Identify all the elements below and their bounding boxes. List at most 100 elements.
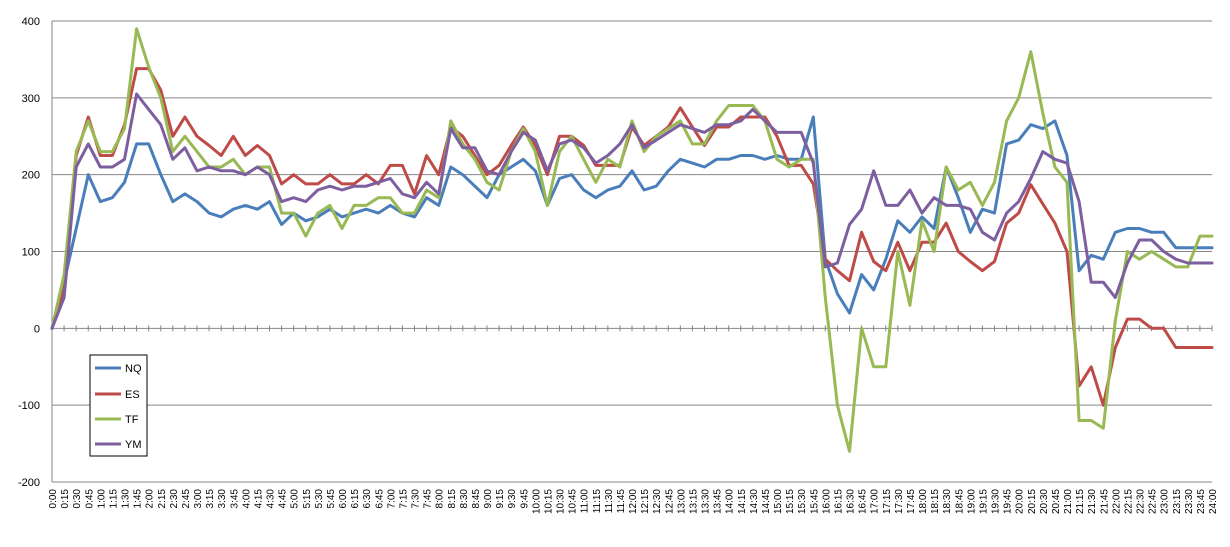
- x-tick-label: 23:30: [1184, 489, 1195, 514]
- x-tick-label: 17:30: [894, 489, 905, 514]
- series-line-nq: [50, 115, 1214, 330]
- x-tick-label: 19:45: [1003, 489, 1014, 514]
- x-tick-label: 0:15: [60, 489, 71, 509]
- x-tick-label: 12:45: [664, 489, 675, 514]
- x-tick-label: 6:30: [362, 489, 373, 509]
- x-tick-label: 2:15: [157, 489, 168, 509]
- x-tick-label: 22:15: [1123, 489, 1134, 514]
- x-tick-label: 18:30: [942, 489, 953, 514]
- x-tick-label: 17:00: [870, 489, 881, 514]
- x-tick-label: 6:45: [374, 489, 385, 509]
- y-tick-label: 300: [22, 93, 40, 105]
- x-tick-label: 10:30: [556, 489, 567, 514]
- legend: NQ ES TF YM: [89, 354, 148, 457]
- y-tick-label: 400: [22, 16, 40, 28]
- y-tick-label: 200: [22, 170, 40, 182]
- x-tick-label: 23:15: [1172, 489, 1183, 514]
- x-tick-label: 4:45: [278, 489, 289, 509]
- x-tick-label: 9:45: [519, 489, 530, 509]
- x-tick-label: 22:00: [1111, 489, 1122, 514]
- x-tick-label: 3:30: [217, 489, 228, 509]
- x-tick-label: 13:15: [688, 489, 699, 514]
- x-tick-label: 16:45: [858, 489, 869, 514]
- x-tick-label: 9:30: [507, 489, 518, 509]
- legend-label-tf: TF: [125, 414, 139, 426]
- x-tick-label: 14:00: [725, 489, 736, 514]
- x-tick-label: 0:30: [72, 489, 83, 509]
- x-tick-label: 17:45: [906, 489, 917, 514]
- y-tick-label: 100: [22, 247, 40, 259]
- x-tick-label: 24:00: [1208, 489, 1219, 514]
- x-tick-label: 23:45: [1196, 489, 1207, 514]
- legend-box: [89, 354, 148, 457]
- x-tick-label: 16:00: [821, 489, 832, 514]
- x-tick-label: 13:00: [676, 489, 687, 514]
- x-tick-label: 22:45: [1148, 489, 1159, 514]
- x-tick-label: 8:30: [459, 489, 470, 509]
- x-tick-label: 15:45: [809, 489, 820, 514]
- x-tick-label: 9:00: [483, 489, 494, 509]
- x-tick-label: 21:15: [1075, 489, 1086, 514]
- legend-label-ym: YM: [125, 439, 142, 451]
- x-tick-label: 21:30: [1087, 489, 1098, 514]
- x-tick-label: 15:00: [773, 489, 784, 514]
- x-tick-label: 19:30: [991, 489, 1002, 514]
- x-tick-label: 2:30: [169, 489, 180, 509]
- x-tick-label: 3:00: [193, 489, 204, 509]
- x-tick-label: 1:30: [121, 489, 132, 509]
- x-tick-label: 8:00: [435, 489, 446, 509]
- y-tick-label: 0: [34, 323, 40, 335]
- x-tick-label: 5:45: [326, 489, 337, 509]
- x-tick-label: 9:15: [495, 489, 506, 509]
- x-tick-label: 20:45: [1051, 489, 1062, 514]
- x-tick-label: 11:15: [592, 489, 603, 514]
- x-tick-label: 10:15: [543, 489, 554, 514]
- x-tick-label: 6:00: [338, 489, 349, 509]
- x-tick-label: 8:45: [471, 489, 482, 509]
- x-tick-label: 5:00: [290, 489, 301, 509]
- y-tick-label: -200: [18, 477, 40, 489]
- x-tick-label: 15:30: [797, 489, 808, 514]
- x-tick-label: 1:15: [108, 489, 119, 509]
- x-tick-label: 13:45: [713, 489, 724, 514]
- x-tick-label: 21:45: [1099, 489, 1110, 514]
- x-tick-label: 20:00: [1015, 489, 1026, 514]
- x-tick-label: 23:00: [1160, 489, 1171, 514]
- x-tick-label: 3:15: [205, 489, 216, 509]
- x-tick-label: 11:45: [616, 489, 627, 514]
- x-tick-label: 19:15: [978, 489, 989, 514]
- x-tick-label: 17:15: [882, 489, 893, 514]
- x-tick-label: 4:30: [266, 489, 277, 509]
- x-tick-label: 11:30: [604, 489, 615, 514]
- x-tick-label: 7:15: [398, 489, 409, 509]
- x-tick-label: 7:00: [386, 489, 397, 509]
- x-tick-label: 2:00: [145, 489, 156, 509]
- y-axis-tick-labels: -200 -100 0 100 200 300 400: [18, 16, 40, 489]
- x-tick-label: 2:45: [181, 489, 192, 509]
- series-line-tf: [50, 27, 1214, 453]
- x-tick-label: 1:45: [133, 489, 144, 509]
- x-tick-label: 8:15: [447, 489, 458, 509]
- x-tick-label: 4:15: [253, 489, 264, 509]
- x-tick-label: 15:15: [785, 489, 796, 514]
- x-tick-label: 12:00: [628, 489, 639, 514]
- x-tick-label: 5:30: [314, 489, 325, 509]
- x-axis-tick-labels: 0:00 0:15 0:30 0:45 1:00 1:15 1:30 1:45 2:00 2:15…: [48, 489, 1219, 514]
- x-tick-label: 12:30: [652, 489, 663, 514]
- x-tick-label: 4:00: [241, 489, 252, 509]
- series-line-es: [50, 67, 1214, 407]
- x-tick-label: 16:30: [846, 489, 857, 514]
- series-line-ym: [50, 92, 1214, 330]
- x-tick-label: 19:00: [966, 489, 977, 514]
- x-tick-label: 20:15: [1027, 489, 1038, 514]
- x-tick-label: 0:00: [48, 489, 59, 509]
- x-tick-label: 22:30: [1136, 489, 1147, 514]
- x-tick-label: 12:15: [640, 489, 651, 514]
- x-tick-label: 18:15: [930, 489, 941, 514]
- x-tick-label: 14:15: [737, 489, 748, 514]
- x-tick-label: 20:30: [1039, 489, 1050, 514]
- x-tick-label: 10:45: [568, 489, 579, 514]
- x-tick-label: 14:30: [749, 489, 760, 514]
- y-tick-label: -100: [18, 400, 40, 412]
